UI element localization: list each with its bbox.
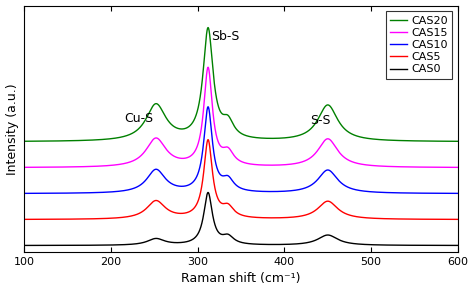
CAS10 xyxy=(188,182,193,186)
CAS5 xyxy=(188,209,193,213)
CAS15 xyxy=(97,164,102,168)
Line: CAS20: CAS20 xyxy=(24,28,458,141)
CAS20 xyxy=(400,139,406,142)
Line: CAS15: CAS15 xyxy=(24,67,458,167)
Line: CAS5: CAS5 xyxy=(24,140,458,219)
CAS15 xyxy=(188,154,193,158)
CAS15 xyxy=(400,165,406,168)
CAS5 xyxy=(21,218,27,221)
CAS5 xyxy=(400,217,406,221)
CAS10 xyxy=(21,191,27,195)
CAS15 xyxy=(447,166,452,169)
CAS20 xyxy=(207,31,212,34)
CAS5 xyxy=(71,217,76,221)
CAS20 xyxy=(97,138,102,141)
CAS0 xyxy=(207,194,212,197)
CAS10 xyxy=(207,110,212,114)
CAS0 xyxy=(97,243,102,247)
X-axis label: Raman shift (cm⁻¹): Raman shift (cm⁻¹) xyxy=(181,272,301,285)
Y-axis label: Intensity (a.u.): Intensity (a.u.) xyxy=(6,83,18,175)
CAS10 xyxy=(447,191,452,195)
CAS20 xyxy=(188,123,193,127)
CAS0 xyxy=(205,191,211,194)
CAS0 xyxy=(21,244,27,247)
CAS5 xyxy=(455,218,461,221)
CAS15 xyxy=(71,165,76,168)
CAS20 xyxy=(71,139,76,142)
CAS0 xyxy=(447,244,452,247)
Text: Sb-S: Sb-S xyxy=(211,30,240,43)
CAS20 xyxy=(447,139,452,143)
CAS15 xyxy=(21,166,27,169)
CAS15 xyxy=(455,166,461,169)
CAS5 xyxy=(447,218,452,221)
CAS5 xyxy=(205,138,211,141)
Text: Cu-S: Cu-S xyxy=(124,112,153,125)
CAS10 xyxy=(205,105,211,109)
CAS15 xyxy=(207,72,212,75)
CAS10 xyxy=(455,192,461,195)
CAS15 xyxy=(205,65,211,69)
CAS0 xyxy=(455,244,461,247)
Line: CAS0: CAS0 xyxy=(24,192,458,245)
CAS5 xyxy=(97,217,102,220)
CAS20 xyxy=(205,26,211,29)
CAS10 xyxy=(71,191,76,195)
Text: S-S: S-S xyxy=(310,114,331,127)
CAS0 xyxy=(400,244,406,247)
CAS10 xyxy=(400,191,406,195)
CAS0 xyxy=(71,244,76,247)
Legend: CAS20, CAS15, CAS10, CAS5, CAS0: CAS20, CAS15, CAS10, CAS5, CAS0 xyxy=(386,11,452,79)
CAS20 xyxy=(455,140,461,143)
CAS5 xyxy=(207,143,212,146)
CAS0 xyxy=(188,239,193,242)
CAS10 xyxy=(97,191,102,194)
CAS20 xyxy=(21,139,27,143)
Line: CAS10: CAS10 xyxy=(24,107,458,194)
